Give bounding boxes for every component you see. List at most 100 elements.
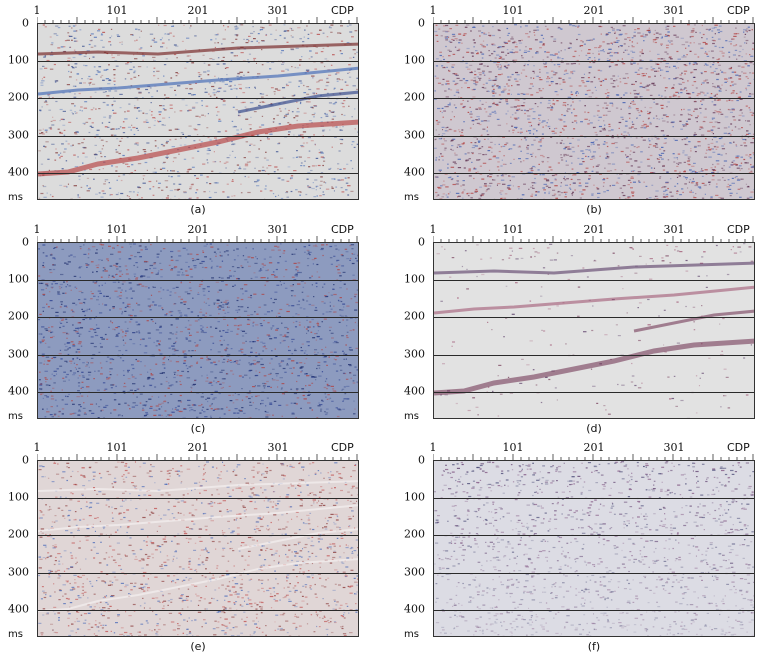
time-gridline <box>434 317 754 318</box>
seismic-panel-d: 1 101 201 301 CDP 0 100 200 300 400 ms (d) <box>396 219 770 437</box>
panel-caption: (e) <box>190 640 206 653</box>
y-axis-unit: ms <box>404 629 419 640</box>
time-gridline <box>38 280 358 281</box>
seismic-panel-e: 1 101 201 301 CDP 0 100 200 300 400 ms (e) <box>0 437 380 655</box>
y-tick-label: 0 <box>418 453 425 467</box>
x-tick-label: 101 <box>106 4 128 17</box>
y-tick-label: 400 <box>404 165 425 179</box>
y-tick-label: 200 <box>8 527 29 541</box>
y-tick-label: 0 <box>418 16 425 30</box>
y-tick-label: 300 <box>404 565 425 579</box>
time-gridline <box>434 610 754 611</box>
time-gridline <box>434 392 754 393</box>
y-tick-label: 0 <box>22 453 29 467</box>
time-gridline <box>434 61 754 62</box>
time-gridline <box>38 173 358 174</box>
seismic-section <box>37 460 359 637</box>
time-gridline <box>38 573 358 574</box>
x-tick-label: 301 <box>267 223 289 236</box>
y-tick-label: 0 <box>418 235 425 249</box>
x-tick-label: 301 <box>663 4 685 17</box>
y-tick-label: 200 <box>404 90 425 104</box>
y-tick-label: 200 <box>8 90 29 104</box>
x-tick-label: 101 <box>502 441 524 454</box>
y-tick-label: 300 <box>8 565 29 579</box>
y-tick-label: 0 <box>22 235 29 249</box>
seismic-texture <box>38 243 358 418</box>
time-gridline <box>434 498 754 499</box>
y-tick-label: 400 <box>8 602 29 616</box>
y-tick-label: 100 <box>404 272 425 286</box>
x-tick-label: 101 <box>106 441 128 454</box>
y-tick-label: 200 <box>404 309 425 323</box>
panel-caption: (f) <box>587 640 601 653</box>
time-gridline <box>38 610 358 611</box>
x-tick-label: 301 <box>267 441 289 454</box>
panel-caption: (a) <box>190 203 206 216</box>
y-tick-label: 300 <box>8 128 29 142</box>
x-tick-label: 1 <box>429 4 437 17</box>
seismic-texture <box>434 243 754 418</box>
panel-caption: (b) <box>586 203 602 216</box>
seismic-texture <box>434 461 754 636</box>
y-tick-label: 300 <box>404 128 425 142</box>
time-gridline <box>434 136 754 137</box>
y-tick-label: 400 <box>8 165 29 179</box>
time-gridline <box>38 392 358 393</box>
x-axis-unit: CDP <box>727 4 750 17</box>
time-gridline <box>38 535 358 536</box>
y-tick-label: 400 <box>8 384 29 398</box>
seismic-section <box>433 460 755 637</box>
x-tick-label: 201 <box>187 441 209 454</box>
x-tick-label: 1 <box>33 223 41 236</box>
x-tick-label: 1 <box>429 223 437 236</box>
panel-caption: (c) <box>190 422 206 435</box>
time-gridline <box>434 535 754 536</box>
seismic-panel-b: 1 101 201 301 CDP 0 100 200 300 400 ms (b) <box>396 0 770 218</box>
x-tick-label: 201 <box>583 223 605 236</box>
x-tick-label: 301 <box>663 441 685 454</box>
seismic-texture <box>434 24 754 199</box>
y-tick-label: 200 <box>8 309 29 323</box>
x-tick-label: 1 <box>429 441 437 454</box>
y-tick-label: 100 <box>404 53 425 67</box>
y-tick-label: 0 <box>22 16 29 30</box>
y-tick-label: 300 <box>8 347 29 361</box>
x-tick-label: 301 <box>663 223 685 236</box>
x-axis-unit: CDP <box>331 223 354 236</box>
x-tick-label: 201 <box>187 223 209 236</box>
x-tick-label: 101 <box>106 223 128 236</box>
y-axis-unit: ms <box>8 192 23 203</box>
seismic-section <box>37 23 359 200</box>
seismic-texture <box>38 24 358 199</box>
y-tick-label: 400 <box>404 384 425 398</box>
y-tick-label: 100 <box>8 490 29 504</box>
y-tick-label: 200 <box>404 527 425 541</box>
x-axis-unit: CDP <box>727 441 750 454</box>
y-axis-unit: ms <box>8 411 23 422</box>
time-gridline <box>38 98 358 99</box>
y-axis-unit: ms <box>404 192 419 203</box>
x-tick-label: 101 <box>502 4 524 17</box>
x-tick-label: 301 <box>267 4 289 17</box>
panel-caption: (d) <box>586 422 602 435</box>
x-axis-unit: CDP <box>331 4 354 17</box>
seismic-panel-f: 1 101 201 301 CDP 0 100 200 300 400 ms (f) <box>396 437 770 655</box>
x-tick-label: 1 <box>33 441 41 454</box>
seismic-panel-c: 1 101 201 301 CDP 0 100 200 300 400 ms (c) <box>0 219 380 437</box>
time-gridline <box>38 61 358 62</box>
x-tick-label: 1 <box>33 4 41 17</box>
time-gridline <box>434 173 754 174</box>
time-gridline <box>434 573 754 574</box>
y-tick-label: 100 <box>8 272 29 286</box>
x-axis-unit: CDP <box>727 223 750 236</box>
time-gridline <box>434 280 754 281</box>
seismic-section <box>433 23 755 200</box>
x-tick-label: 101 <box>502 223 524 236</box>
x-tick-label: 201 <box>583 441 605 454</box>
y-axis-unit: ms <box>8 629 23 640</box>
y-tick-label: 100 <box>404 490 425 504</box>
x-axis-unit: CDP <box>331 441 354 454</box>
seismic-section <box>433 242 755 419</box>
y-tick-label: 400 <box>404 602 425 616</box>
